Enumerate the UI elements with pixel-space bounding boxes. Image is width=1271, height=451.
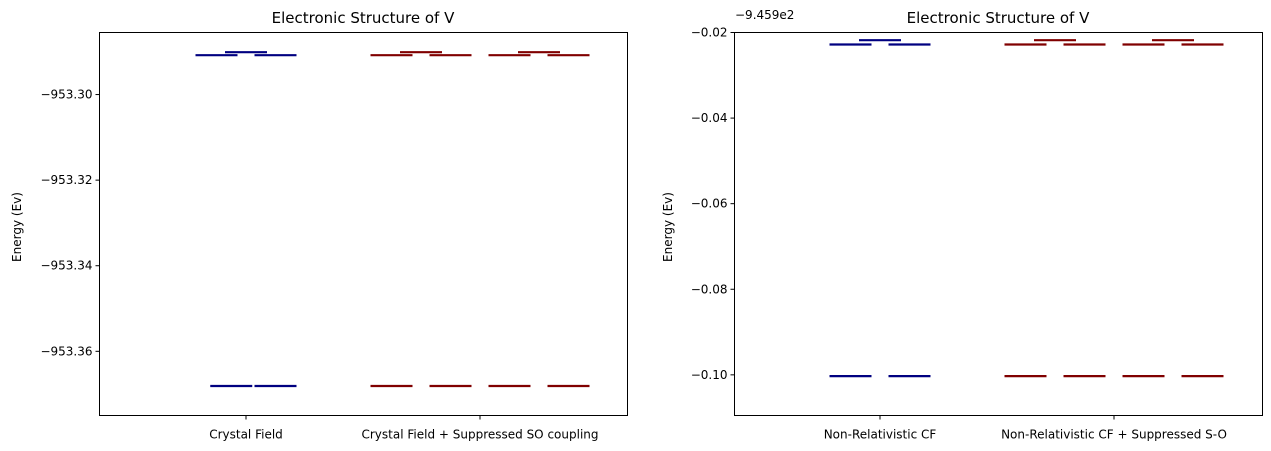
chart-left-x-ticks: Crystal Field Crystal Field + Suppressed …: [209, 415, 599, 442]
chart-left-y-ticks: −953.30 −953.32 −953.34 −953.36: [40, 88, 100, 358]
chart-right-y-tick-label: −0.08: [691, 282, 728, 296]
chart-right-x-tick-label: Non-Relativistic CF + Suppressed S-O: [1001, 428, 1227, 442]
chart-right-plot-frame: [734, 32, 1263, 416]
chart-right-ylabel: Energy (Ev): [661, 192, 675, 262]
chart-right-x-ticks: Non-Relativistic CF Non-Relativistic CF +…: [824, 415, 1227, 442]
chart-right-offset-label: −9.459e2: [735, 8, 794, 22]
chart-right-y-ticks: −0.02 −0.04 −0.06 −0.08 −0.10: [691, 26, 735, 382]
chart-left-ylabel: Energy (Ev): [10, 192, 24, 262]
chart-left-x-tick-label: Crystal Field + Suppressed SO coupling: [361, 428, 598, 442]
chart-left-y-tick-label: −953.34: [40, 259, 92, 273]
chart-left-levels: [195, 51, 590, 388]
chart-right-y-tick-label: −0.10: [691, 368, 728, 382]
chart-right-levels: [829, 39, 1224, 378]
chart-right: Electronic Structure of V −9.459e2 Energ…: [661, 8, 1263, 442]
chart-right-x-tick-label: Non-Relativistic CF: [824, 428, 937, 442]
chart-right-title: Electronic Structure of V: [907, 9, 1090, 27]
chart-right-y-tick-label: −0.02: [691, 26, 728, 40]
chart-left: Electronic Structure of V Energy (Ev) −9…: [10, 9, 628, 442]
chart-right-y-tick-label: −0.06: [691, 197, 728, 211]
chart-left-y-tick-label: −953.32: [40, 173, 92, 187]
chart-right-y-tick-label: −0.04: [691, 111, 728, 125]
chart-left-y-tick-label: −953.36: [40, 344, 92, 358]
chart-left-title: Electronic Structure of V: [272, 9, 455, 27]
chart-left-x-tick-label: Crystal Field: [209, 428, 283, 442]
chart-left-y-tick-label: −953.30: [40, 88, 92, 102]
chart-left-plot-frame: [99, 32, 628, 416]
